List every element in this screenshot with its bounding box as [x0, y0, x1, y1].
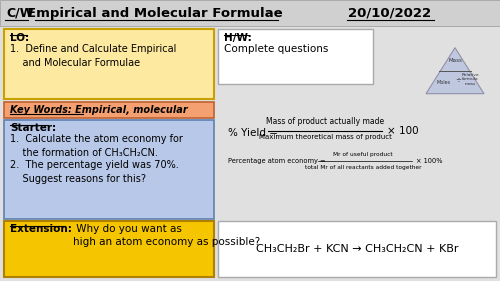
Text: Why do you want as
high an atom economy as possible?: Why do you want as high an atom economy … [73, 224, 260, 247]
Text: 1.  Calculate the atom economy for
    the formation of CH₃CH₂CN.: 1. Calculate the atom economy for the fo… [10, 134, 183, 158]
FancyBboxPatch shape [4, 29, 214, 99]
Text: Mass of product actually made: Mass of product actually made [266, 117, 384, 126]
Text: × 100: × 100 [387, 126, 418, 136]
Text: Empirical and Molecular Formulae: Empirical and Molecular Formulae [27, 6, 283, 19]
Text: % Yield =: % Yield = [228, 128, 278, 138]
Text: Starter:: Starter: [10, 123, 56, 133]
Text: Moles: Moles [436, 80, 450, 85]
Text: Complete questions: Complete questions [224, 44, 328, 54]
Text: LO:: LO: [10, 33, 29, 43]
Text: Percentage atom economy =: Percentage atom economy = [228, 158, 326, 164]
Text: × 100%: × 100% [416, 158, 442, 164]
FancyBboxPatch shape [4, 221, 214, 277]
Text: CH₃CH₂Br + KCN → CH₃CH₂CN + KBr: CH₃CH₂Br + KCN → CH₃CH₂CN + KBr [256, 244, 458, 254]
Text: 1.  Define and Calculate Empirical
    and Molecular Formulae: 1. Define and Calculate Empirical and Mo… [10, 44, 176, 68]
Text: Extension:: Extension: [10, 224, 72, 234]
FancyBboxPatch shape [4, 102, 214, 118]
FancyBboxPatch shape [4, 120, 214, 219]
Text: 20/10/2022: 20/10/2022 [348, 6, 432, 19]
Polygon shape [426, 48, 484, 94]
FancyBboxPatch shape [218, 221, 496, 277]
Text: C/W: C/W [6, 6, 34, 19]
Text: Maximum theoretical mass of product: Maximum theoretical mass of product [258, 134, 392, 140]
Text: ÷: ÷ [455, 76, 461, 82]
Text: total Mr of all reactants added together: total Mr of all reactants added together [305, 165, 421, 170]
Text: Mass: Mass [448, 58, 462, 63]
Text: H/W:: H/W: [224, 33, 252, 43]
Text: Key Words: Empirical, molecular: Key Words: Empirical, molecular [10, 105, 188, 115]
Text: Mr of useful product: Mr of useful product [333, 152, 393, 157]
Text: Relative
formula
mass: Relative formula mass [461, 73, 479, 86]
FancyBboxPatch shape [0, 0, 500, 26]
FancyBboxPatch shape [218, 29, 373, 84]
Text: 2.  The percentage yield was 70%.
    Suggest reasons for this?: 2. The percentage yield was 70%. Suggest… [10, 160, 179, 184]
